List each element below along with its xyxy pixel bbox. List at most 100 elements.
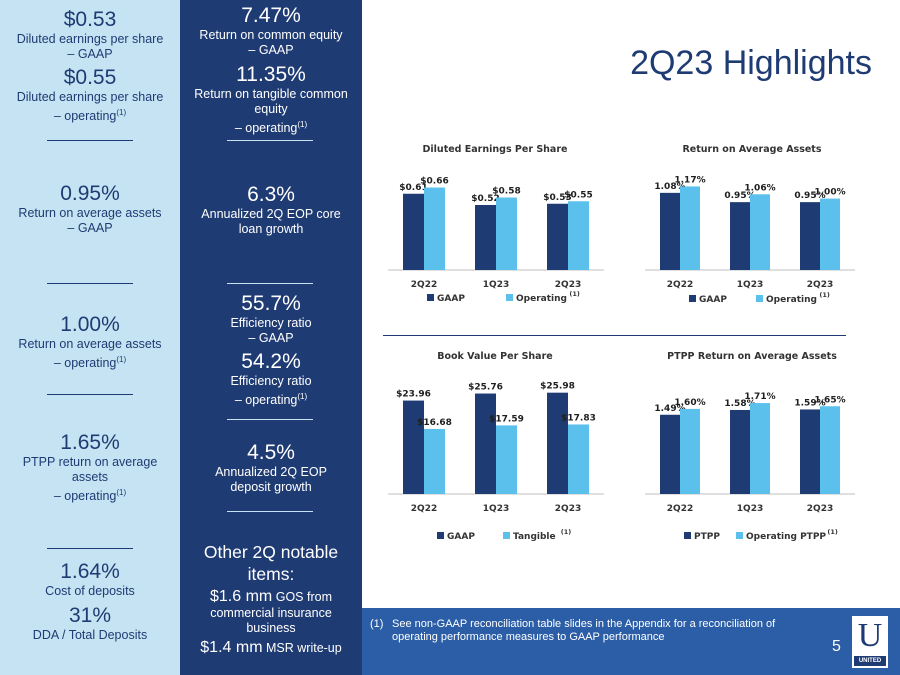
metric-roe-gaap: 7.47% Return on common equity – GAAP	[180, 4, 362, 58]
legend-swatch	[503, 532, 510, 539]
data-label: 1.58%	[724, 399, 755, 409]
metric-label: Return on average assets	[18, 337, 162, 351]
tick-label: 1Q23	[737, 504, 763, 514]
separator	[47, 283, 133, 284]
legend-swatch	[506, 294, 513, 301]
data-label: $0.61	[399, 183, 427, 193]
bar-operating-2q23	[820, 198, 840, 270]
metric-value: 6.3%	[247, 183, 295, 206]
metric-label: Annualized 2Q EOP	[215, 465, 327, 479]
tick-label: 2Q22	[667, 280, 693, 290]
chart-svg: Diluted Earnings Per Share $0.61$0.66 2Q22…	[388, 144, 604, 304]
metric-value: 1.00%	[60, 313, 120, 336]
legend-swatch	[756, 295, 763, 302]
chart-ptpp-return-on-average-assets: PTPP Return on Average Assets 1.49% 1.60% 2…	[640, 342, 860, 554]
bar-gaap-2q22	[660, 192, 680, 270]
left-metrics-panel: $0.53 Diluted earnings per share – GAAP …	[0, 0, 180, 675]
legend-entry: GAAP	[699, 295, 727, 305]
bar-gaap-1q23	[475, 393, 496, 494]
data-label: 1.08%	[654, 182, 685, 192]
bar-gaap-2q22	[403, 193, 424, 270]
bar-ptpp-2q22	[660, 414, 680, 494]
separator	[47, 548, 133, 549]
tick-label: 1Q23	[737, 280, 763, 290]
metric-label-line2: – GAAP	[67, 47, 113, 61]
metric-label: Annualized 2Q EOP core	[201, 207, 341, 221]
tick-label: 1Q23	[483, 504, 509, 514]
united-logo: U UNITED	[852, 616, 888, 668]
data-label: 1.17%	[674, 175, 705, 185]
separator	[47, 394, 133, 395]
metric-label: Efficiency ratio	[230, 316, 312, 330]
legend-swatch	[427, 294, 434, 301]
metric-label: Diluted earnings per share	[16, 90, 164, 104]
metric-loan-growth: 6.3% Annualized 2Q EOP core loan growth	[180, 183, 362, 237]
tick-label: 2Q23	[807, 504, 833, 514]
bar-operating-2q23	[568, 201, 589, 270]
metric-label-line2: deposit growth	[230, 480, 312, 494]
tick-label: 2Q23	[807, 280, 833, 290]
metric-label-line2: – operating(1)	[53, 355, 127, 371]
metric-label-line3: – operating(1)	[234, 120, 308, 136]
legend-footnote-mark: (1)	[827, 528, 837, 536]
footer-band: (1) See non-GAAP reconciliation table sl…	[362, 608, 900, 675]
legend-swatch	[684, 532, 691, 539]
data-label: 1.00%	[814, 188, 845, 198]
metric-deposit-growth: 4.5% Annualized 2Q EOP deposit growth	[180, 441, 362, 495]
metric-value: $0.53	[63, 8, 117, 31]
metric-label: Return on tangible common	[194, 87, 348, 101]
legend-entry: GAAP	[447, 532, 475, 542]
data-label: 1.65%	[814, 395, 845, 405]
bar-operating-ptpp-2q22	[680, 408, 700, 494]
metric-label-line3: – operating(1)	[53, 488, 127, 504]
separator	[227, 140, 313, 141]
bar-gaap-1q23	[475, 205, 496, 270]
data-label: 0.95%	[794, 191, 825, 201]
metric-label: Diluted earnings per share	[16, 32, 164, 46]
legend-swatch	[689, 295, 696, 302]
bar-ptpp-2q23	[800, 409, 820, 494]
metric-label: Return on common equity	[199, 28, 343, 42]
metric-value: 0.95%	[60, 182, 120, 205]
legend-entry: PTPP	[694, 532, 720, 542]
metric-label-line2: – operating(1)	[53, 108, 127, 124]
metric-value: 54.2%	[241, 350, 301, 373]
tick-label: 2Q22	[667, 504, 693, 514]
metric-label-line2: – GAAP	[248, 43, 294, 57]
chart-diluted-eps: Diluted Earnings Per Share $0.61 $0.66 2Q22…	[383, 135, 604, 316]
metric-label-line2: – operating(1)	[234, 392, 308, 408]
metric-label: PTPP return on average	[22, 455, 158, 469]
data-label: $0.66	[420, 177, 448, 187]
chart-book-value-per-share: Book Value Per Share $23.96 $16.68 2Q22 $25.…	[383, 342, 604, 554]
metric-efficiency-gaap: 55.7% Efficiency ratio – GAAP	[180, 292, 362, 346]
chart-title: Book Value Per Share	[437, 351, 552, 362]
metric-label: Return on average assets	[18, 206, 162, 220]
metric-label-line2: assets	[71, 470, 109, 484]
metric-roaa-gaap: 0.95% Return on average assets – GAAP	[0, 182, 180, 236]
metric-value: 4.5%	[247, 441, 295, 464]
data-label: $0.58	[492, 187, 520, 197]
metric-label-line2: loan growth	[238, 222, 304, 236]
bar-gaap-2q22	[403, 400, 424, 494]
data-label: $17.83	[561, 413, 596, 423]
metric-eps-gaap: $0.53 Diluted earnings per share – GAAP	[0, 8, 180, 62]
metric-rotce-operating: 11.35% Return on tangible common equity …	[180, 63, 362, 136]
data-label: 1.59%	[794, 398, 825, 408]
separator	[227, 511, 313, 512]
notable-item-gos: $1.6 mm GOS from	[210, 588, 332, 605]
bar-tangible-2q22	[424, 428, 445, 494]
chart-divider	[383, 335, 846, 336]
chart-return-on-average-assets: Return on Average Assets 1.08% 1.17% 2Q22 0.…	[640, 135, 860, 317]
bar-tangible-2q23	[568, 424, 589, 494]
page-title: 2Q23 Highlights	[630, 44, 872, 82]
notable-title-line2: items:	[247, 564, 295, 584]
bar-gaap-2q23	[547, 203, 568, 270]
chart-title: Return on Average Assets	[682, 144, 821, 155]
logo-wordmark: UNITED	[854, 656, 886, 666]
metric-efficiency-operating: 54.2% Efficiency ratio – operating(1)	[180, 350, 362, 408]
notable-title: Other 2Q notable	[203, 542, 339, 562]
metric-value: 7.47%	[241, 4, 301, 27]
data-label: $25.76	[468, 383, 503, 393]
data-label: 1.71%	[744, 392, 775, 402]
data-label: 0.95%	[724, 191, 755, 201]
